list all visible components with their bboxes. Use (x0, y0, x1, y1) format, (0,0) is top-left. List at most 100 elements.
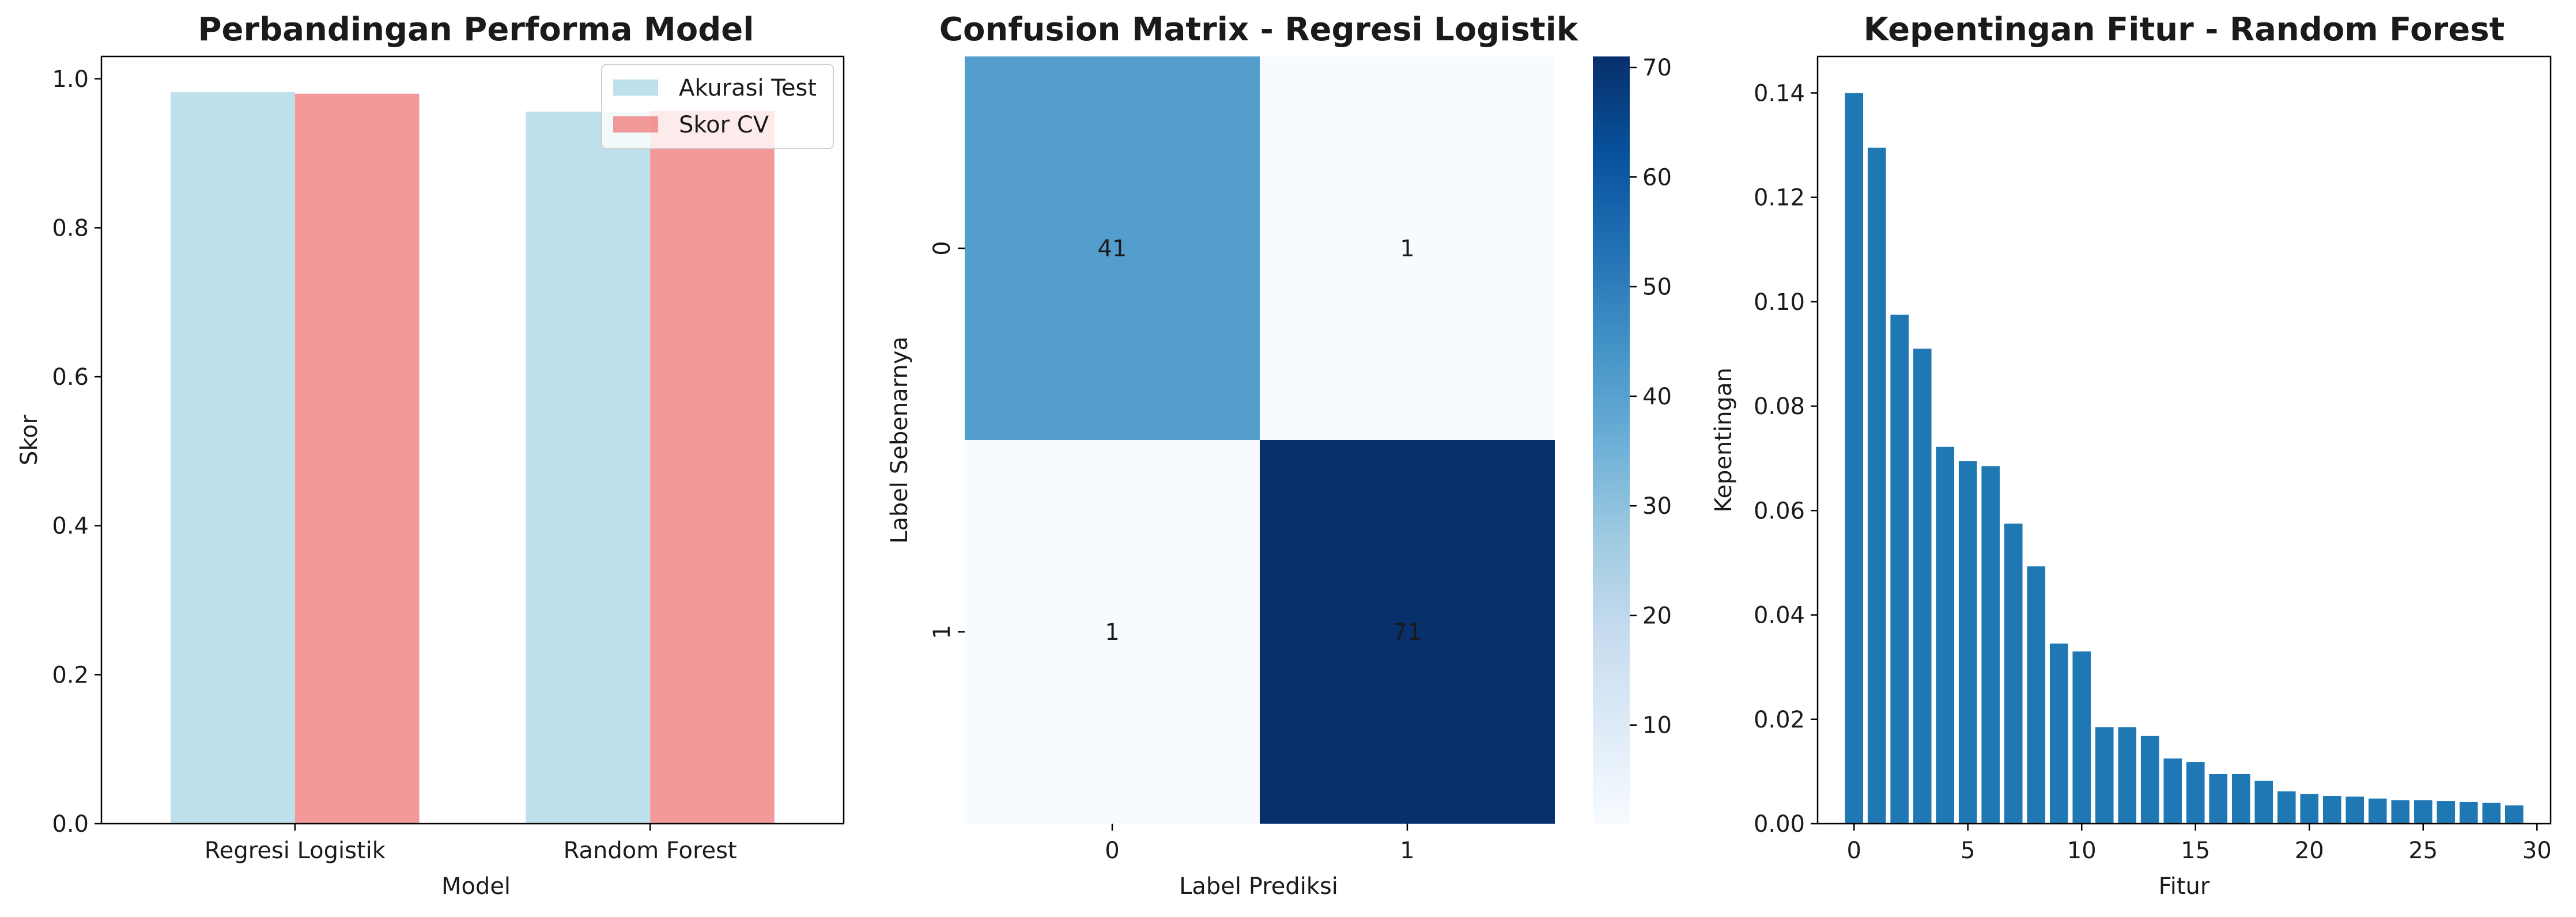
y-tick-label: 1 (929, 624, 955, 639)
chart3-ylabel: Kepentingan (1710, 367, 1737, 513)
bar-feature-3 (1913, 348, 1932, 824)
heatmap-cell-1-0 (965, 440, 1260, 824)
y-tick-label: 0.2 (52, 662, 89, 688)
chart1-axes-frame (100, 55, 845, 825)
bar-skor-cv-regresi-logistik (294, 93, 420, 824)
x-tick-label: 30 (2522, 838, 2552, 864)
y-tick-label: 0.04 (1754, 603, 1805, 629)
bar-feature-11 (2095, 727, 2114, 824)
colorbar-axis: 10 20 30 40 50 60 70 (1630, 55, 1672, 739)
chart1-title: Perbandingan Performa Model (198, 11, 754, 48)
x-tick-label: 0 (1105, 838, 1119, 864)
x-tick-label: 5 (1961, 838, 1975, 864)
colorbar-tick-label: 70 (1642, 55, 1672, 81)
y-tick-label: 0.06 (1754, 498, 1805, 524)
feature-importance-chart: Kepentingan Fitur - Random Forest 0.000.… (1710, 11, 2552, 900)
bar-feature-23 (2368, 798, 2387, 824)
bar-feature-21 (2322, 795, 2341, 824)
heatmap-cell-0-0 (965, 56, 1260, 440)
y-tick-label: 0.12 (1754, 185, 1805, 211)
chart2-xlabel: Label Prediksi (1179, 873, 1338, 900)
y-tick-label: 0.6 (52, 364, 89, 391)
bar-feature-9 (2049, 643, 2068, 824)
bar-feature-15 (2186, 762, 2205, 824)
bar-feature-4 (1936, 446, 1955, 824)
x-tick-label: 25 (2408, 838, 2438, 864)
chart2-axes: 0 1 0 1 (929, 241, 1415, 864)
bar-feature-29 (2505, 805, 2524, 824)
bar-feature-19 (2277, 791, 2296, 824)
colorbar-tick-label: 50 (1642, 274, 1672, 301)
bar-feature-6 (1981, 466, 2000, 824)
y-tick-label: 0.02 (1754, 707, 1805, 733)
bar-feature-0 (1845, 93, 1864, 824)
cell-value-1-1: 71 (1393, 619, 1422, 646)
bar-feature-28 (2482, 802, 2501, 824)
chart1-ylabel: Skor (16, 414, 43, 465)
x-tick-label: 0 (1846, 838, 1861, 864)
y-tick-label: 0.10 (1754, 289, 1805, 316)
x-tick-label: 20 (2295, 838, 2324, 864)
cell-value-0-0: 41 (1098, 236, 1127, 262)
legend-swatch-skor-cv (613, 116, 658, 132)
confusion-matrix-chart: Confusion Matrix - Regresi Logistik 41 1 1… (886, 11, 1672, 900)
chart3-plot-area (1845, 93, 2524, 824)
bar-feature-10 (2072, 651, 2091, 824)
chart1-y-axis: 0.0 0.2 0.4 0.6 0.8 1.0 (52, 66, 101, 838)
colorbar-tick-label: 40 (1642, 384, 1672, 410)
y-tick-label: 0.00 (1754, 811, 1805, 838)
bar-akurasi-test-regresi-logistik (171, 92, 295, 824)
legend-label-skor-cv: Skor CV (679, 112, 769, 138)
bar-feature-5 (1958, 461, 1977, 824)
y-tick-label: 0 (929, 241, 955, 255)
chart3-y-axis: 0.00 0.02 0.04 0.06 0.08 0.10 0.12 0.14 (1754, 80, 1818, 838)
x-tick-label: Random Forest (564, 838, 737, 864)
colorbar-tick-label: 60 (1642, 164, 1672, 191)
y-tick-label: 1.0 (52, 66, 89, 93)
legend-box (601, 64, 834, 149)
y-tick-label: 0.14 (1754, 80, 1805, 107)
bar-feature-27 (2459, 801, 2478, 824)
chart1-x-axis: Regresi Logistik Random Forest (205, 824, 737, 864)
chart1-plot-area (171, 92, 775, 824)
legend-label-akurasi-test: Akurasi Test (679, 75, 817, 101)
colorbar-tick-label: 20 (1642, 603, 1672, 629)
y-tick-label: 0.8 (52, 215, 89, 241)
chart3-axes-frame (1816, 55, 2552, 825)
bar-feature-16 (2209, 774, 2228, 824)
model-comparison-chart: Perbandingan Performa Model 0.0 0.2 0.4 0.6… (16, 11, 845, 900)
x-tick-label: 10 (2067, 838, 2097, 864)
bar-feature-20 (2300, 794, 2319, 824)
chart3-x-axis: 0 5 10 15 20 25 30 (1846, 824, 2552, 864)
bar-feature-25 (2413, 800, 2433, 824)
heatmap-cell-1-1 (1260, 440, 1555, 824)
bar-feature-12 (2118, 727, 2137, 824)
bar-feature-17 (2231, 774, 2250, 824)
colorbar-tick-label: 30 (1642, 493, 1672, 520)
cell-value-0-1: 1 (1400, 236, 1414, 262)
bar-feature-26 (2437, 801, 2456, 824)
bar-feature-2 (1890, 314, 1909, 824)
x-tick-label: Regresi Logistik (205, 838, 386, 864)
chart1-xlabel: Model (441, 873, 511, 900)
bar-feature-13 (2140, 736, 2159, 824)
y-tick-label: 0.08 (1754, 393, 1805, 420)
x-tick-label: 1 (1400, 838, 1414, 864)
colorbar-tick-label: 10 (1642, 713, 1672, 739)
chart3-xlabel: Fitur (2159, 873, 2210, 900)
bar-feature-18 (2254, 780, 2273, 824)
bar-feature-22 (2345, 796, 2365, 824)
x-tick-label: 15 (2181, 838, 2210, 864)
bar-feature-7 (2004, 523, 2023, 824)
colorbar (1593, 56, 1630, 824)
chart2-heatmap: 41 1 1 71 (965, 56, 1555, 824)
bar-skor-cv-random-forest (650, 111, 775, 824)
heatmap-cell-0-1 (1260, 56, 1555, 440)
bar-feature-24 (2391, 800, 2410, 824)
cell-value-1-0: 1 (1105, 619, 1119, 646)
chart2-title: Confusion Matrix - Regresi Logistik (939, 11, 1579, 48)
y-tick-label: 0.4 (52, 513, 89, 540)
legend-swatch-akurasi-test (613, 79, 658, 96)
bar-feature-1 (1867, 147, 1886, 824)
